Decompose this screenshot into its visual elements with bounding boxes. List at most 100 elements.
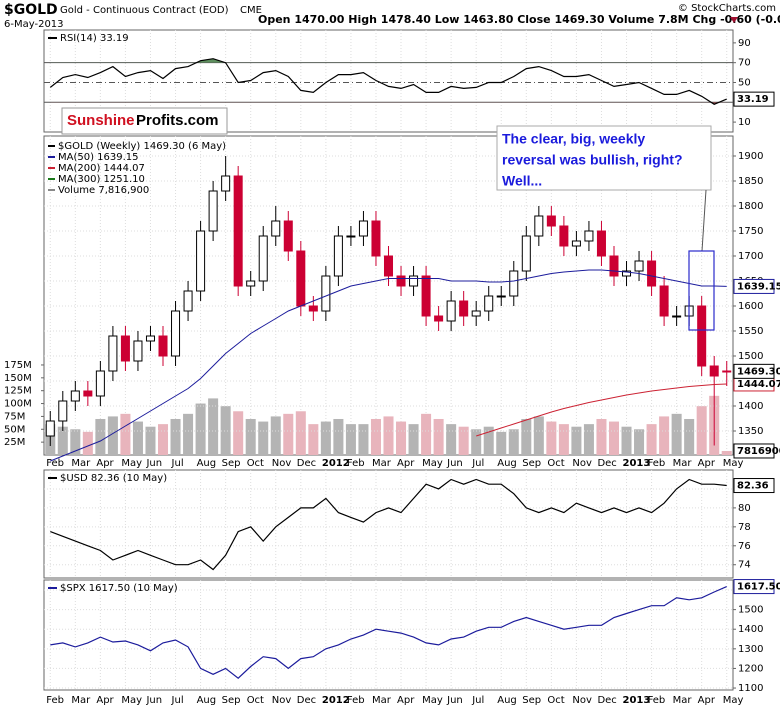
x-tick-label: Nov (272, 695, 292, 706)
volume-bar (233, 411, 244, 455)
x-tick-label: Jun (446, 458, 463, 469)
volume-bar (646, 424, 657, 455)
legend-label: Volume 7,816,900 (58, 185, 149, 196)
candle-body (196, 230, 206, 292)
y-tick-label: 1750 (738, 226, 763, 237)
x-tick-label: Mar (372, 458, 392, 469)
y-tick-label: 50 (738, 77, 751, 88)
last-value-label: 82.36 (737, 481, 769, 492)
x-tick-label: Aug (497, 458, 517, 469)
candle-body (296, 250, 306, 307)
candle-body (246, 280, 256, 287)
candle-body (308, 305, 318, 312)
candle-body (371, 220, 381, 257)
x-tick-label: Jul (471, 695, 484, 706)
candle-body (471, 310, 481, 317)
date: 6-May-2013 (4, 19, 64, 30)
last-value-tag (733, 579, 775, 595)
volume-bar (82, 431, 93, 455)
volume-bar (571, 426, 582, 455)
candle-body (271, 220, 281, 237)
y-tick-label: 1350 (738, 426, 763, 437)
legend-label: $GOLD (Weekly) 1469.30 (6 May) (58, 141, 226, 152)
volume-bar (70, 429, 81, 455)
description: Gold - Continuous Contract (EOD) (60, 5, 229, 16)
annotation-box (496, 125, 712, 191)
watermark-part: Profits.com (136, 112, 219, 129)
candle-body (459, 300, 469, 317)
x-tick-label: Apr (397, 458, 415, 469)
volume-bar (446, 424, 457, 455)
quote: Open 1470.00 High 1478.40 Low 1463.80 Cl… (258, 13, 780, 26)
series-line (50, 478, 727, 571)
volume-bar (533, 416, 544, 455)
last-value-label: 1444.07 (737, 379, 780, 390)
volume-bar (195, 403, 206, 455)
last-value-tag (733, 278, 775, 294)
x-tick-label: May (723, 458, 744, 469)
x-tick-label: Oct (247, 695, 264, 706)
y-tick-label: 1600 (738, 301, 763, 312)
volume-bar (333, 418, 344, 455)
volume-bar (596, 418, 607, 455)
volume-bar (483, 426, 494, 455)
x-tick-label: Mar (71, 458, 91, 469)
x-tick-label: Feb (46, 458, 64, 469)
symbol: $GOLD (4, 2, 58, 18)
candle-body (446, 300, 456, 322)
volume-bar (383, 416, 394, 455)
last-value-label: 1469.30 (737, 366, 780, 377)
last-value-label: 1617.50 (737, 582, 780, 593)
x-tick-label: May (121, 695, 142, 706)
annotation-text: reversal was bullish, right? (502, 152, 683, 168)
y-tick-label: 1200 (738, 663, 763, 674)
candle-body (183, 290, 193, 312)
volume-bar (270, 416, 281, 455)
volume-bar (120, 413, 131, 455)
candle-body (171, 310, 181, 357)
x-tick-label: Oct (547, 695, 564, 706)
x-tick-label: Feb (648, 695, 666, 706)
x-tick-label: Mar (673, 458, 693, 469)
y-tick-label: 74 (738, 560, 751, 571)
watermark-box (61, 107, 228, 135)
candle-body (133, 340, 143, 362)
panel-title: RSI(14) 33.19 (60, 33, 129, 44)
volume-bar (659, 416, 670, 455)
y-tick-label: 1550 (738, 326, 763, 337)
x-tick-label: Apr (698, 695, 716, 706)
x-tick-label: May (422, 458, 443, 469)
last-value-tag (733, 443, 775, 459)
x-tick-label: Mar (673, 695, 693, 706)
y-tick-label: 1800 (738, 201, 763, 212)
volume-bar (157, 424, 169, 455)
candle-body (383, 255, 394, 277)
band-fill (50, 58, 727, 63)
x-tick-label: Jun (145, 695, 162, 706)
last-value-tag (733, 478, 775, 494)
volume-bar (283, 413, 294, 455)
volume-bar (496, 431, 507, 455)
candle-body (672, 315, 682, 318)
series-line (49, 58, 727, 105)
volume-bar (608, 421, 620, 455)
last-value-label: 33.19 (737, 94, 769, 105)
y-tick-label: 1500 (738, 351, 763, 362)
candle-body (283, 220, 293, 252)
candle-body (722, 370, 732, 373)
x-tick-label: May (121, 458, 142, 469)
volume-bar (345, 424, 356, 455)
candle-body (358, 220, 368, 237)
legend-label: MA(50) 1639.15 (58, 152, 139, 163)
volume-tick-label: 75M (4, 411, 25, 422)
y-tick-label: 1400 (738, 624, 763, 635)
y-tick-label: 1500 (738, 605, 763, 616)
candle-body (70, 390, 80, 402)
x-tick-label: May (723, 695, 744, 706)
candle-body (233, 175, 243, 287)
candle-body (321, 275, 331, 312)
candle-body (409, 275, 419, 287)
y-tick-label: 1700 (738, 251, 763, 262)
x-tick-label: Dec (297, 458, 316, 469)
